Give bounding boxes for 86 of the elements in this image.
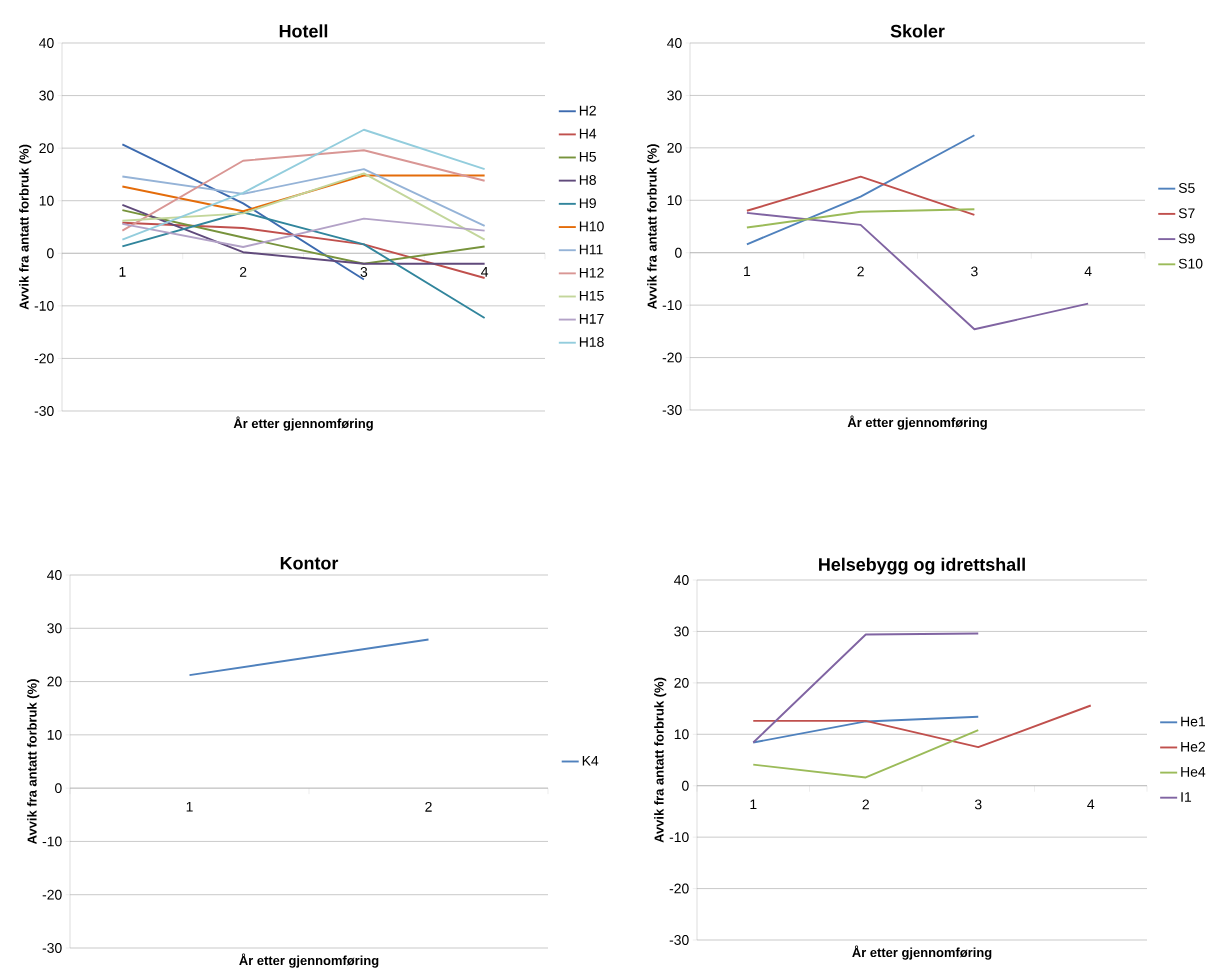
x-tick-label: 3 — [971, 266, 978, 277]
y-tick-label: -20 — [662, 352, 682, 363]
legend-label: H5 — [579, 151, 596, 162]
y-tick-label: 20 — [667, 142, 682, 153]
y-tick-label: -10 — [662, 300, 682, 311]
y-tick-label: 30 — [47, 623, 62, 634]
y-tick-label: 20 — [39, 143, 54, 154]
y-tick-label: -20 — [34, 353, 54, 364]
legend-label: H4 — [579, 128, 597, 139]
y-tick-label: 40 — [667, 38, 682, 48]
x-tick-label: 4 — [1087, 799, 1095, 810]
x-tick-label: 1 — [750, 799, 757, 810]
y-tick-label: -30 — [42, 943, 62, 953]
y-tick-label: 0 — [47, 248, 54, 259]
x-tick-label: 1 — [119, 267, 126, 277]
y-tick-label: 30 — [667, 90, 682, 101]
y-tick-label: -20 — [669, 883, 689, 894]
legend-label: S9 — [1178, 233, 1195, 244]
y-axis-title: Avvik fra antatt forbruk (%) — [647, 144, 660, 310]
legend-label: He4 — [1181, 767, 1206, 777]
x-tick-label: 2 — [239, 267, 247, 277]
legend-label: He2 — [1181, 741, 1205, 752]
legend-label: H10 — [579, 221, 604, 232]
y-tick-label: 10 — [667, 195, 682, 206]
x-axis-title: År etter gjennomføring — [847, 415, 987, 430]
line-series — [121, 172, 486, 241]
y-tick-label: 10 — [674, 729, 689, 740]
y-axis-title: Avvik fra antatt forbruk (%) — [27, 679, 40, 845]
legend-label: H12 — [579, 267, 604, 278]
x-tick-label: 2 — [857, 266, 864, 277]
legend-label: S5 — [1178, 183, 1195, 193]
y-tick-label: -30 — [34, 406, 54, 416]
x-tick-label: 3 — [360, 267, 368, 277]
y-tick-label: 20 — [47, 676, 62, 687]
line-series — [121, 149, 486, 232]
y-tick-label: 10 — [39, 195, 54, 206]
y-tick-label: -10 — [42, 836, 62, 847]
y-tick-label: 40 — [47, 570, 62, 580]
legend-label: H11 — [579, 244, 603, 255]
legend-label: H8 — [579, 175, 596, 185]
x-tick-label: 2 — [425, 801, 432, 812]
legend-label: H15 — [579, 290, 604, 301]
legend-label: H18 — [579, 337, 604, 347]
x-tick-label: 4 — [481, 267, 489, 277]
y-axis-title: Avvik fra antatt forbruk (%) — [19, 144, 32, 310]
chart-title: Skoler — [890, 24, 945, 38]
x-tick-label: 3 — [974, 799, 982, 810]
y-tick-label: 30 — [674, 626, 689, 637]
y-tick-label: -10 — [669, 832, 689, 843]
x-tick-label: 1 — [744, 266, 751, 277]
y-tick-label: 10 — [47, 729, 62, 740]
y-axis-title: Avvik fra antatt forbruk (%) — [654, 677, 667, 843]
chart-title: Hotell — [279, 24, 328, 38]
y-tick-label: 40 — [674, 575, 689, 585]
chart-title: Kontor — [280, 556, 339, 570]
legend-label: S7 — [1178, 208, 1195, 219]
x-tick-label: 1 — [186, 801, 193, 812]
x-axis-title: År etter gjennomføring — [852, 945, 992, 960]
legend-label: H9 — [579, 198, 596, 209]
line-series — [121, 221, 486, 279]
y-tick-label: -30 — [662, 405, 682, 415]
legend-label: S10 — [1178, 258, 1203, 269]
y-tick-label: 20 — [674, 677, 689, 688]
y-tick-label: -10 — [34, 300, 54, 311]
x-axis-title: År etter gjennomføring — [233, 416, 373, 431]
x-tick-label: 4 — [1084, 266, 1092, 277]
y-tick-label: 30 — [39, 90, 54, 101]
legend-label: K4 — [582, 755, 599, 766]
y-tick-label: 40 — [39, 38, 54, 48]
line-series — [121, 128, 486, 241]
line-series — [745, 211, 1090, 331]
line-series — [121, 217, 486, 248]
x-axis-title: År etter gjennomføring — [239, 953, 379, 968]
line-series — [121, 211, 486, 319]
y-tick-label: -20 — [42, 889, 62, 900]
chart-title: Helsebygg og idrettshall — [819, 557, 1025, 575]
line-series — [121, 168, 486, 227]
legend-label: I1 — [1181, 792, 1192, 802]
legend-label: H2 — [579, 105, 596, 116]
x-tick-label: 2 — [862, 799, 869, 810]
legend-label: H17 — [579, 314, 604, 324]
y-tick-label: 0 — [55, 783, 62, 794]
legend-label: He1 — [1181, 716, 1206, 727]
y-tick-label: 0 — [675, 247, 682, 258]
y-tick-label: 0 — [682, 780, 689, 791]
y-tick-label: -30 — [669, 935, 689, 945]
